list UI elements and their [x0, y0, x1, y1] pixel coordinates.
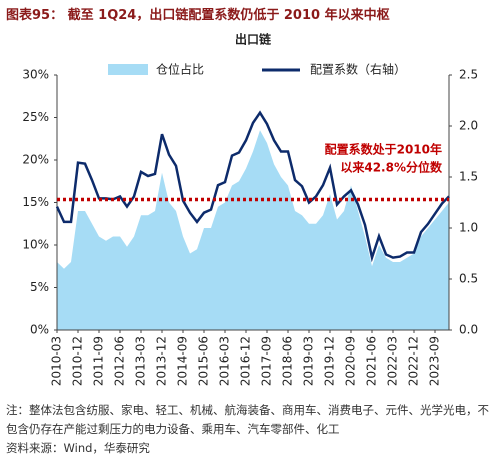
y-tick-label: 10% — [22, 238, 49, 252]
area — [57, 130, 449, 330]
x-tick-label: 2014-09 — [176, 336, 190, 386]
x-tick-label: 2022-12 — [407, 336, 421, 386]
x-tick-label: 2011-09 — [92, 336, 106, 386]
y-tick-label: 0% — [30, 323, 49, 337]
x-tick-label: 2016-12 — [239, 336, 253, 386]
x-tick-label: 2010-03 — [50, 336, 64, 386]
y-tick-label: 15% — [22, 195, 49, 209]
y2-tick-label: 0.0 — [459, 323, 478, 337]
x-tick-label: 2013-12 — [155, 336, 169, 386]
y-tick-label: 25% — [22, 110, 49, 124]
legend-label: 仓位占比 — [156, 62, 204, 77]
x-tick-label: 2012-06 — [113, 336, 127, 386]
legend-swatch — [108, 64, 148, 75]
y2-tick-label: 1.0 — [459, 221, 478, 235]
chart-subtitle: 出口链 — [235, 32, 272, 47]
x-tick-label: 2019-12 — [323, 336, 337, 386]
source: 资料来源：Wind，华泰研究 — [6, 441, 150, 455]
line — [55, 110, 450, 263]
y2-tick-label: 1.5 — [459, 170, 478, 184]
x-tick-label: 2013-03 — [134, 336, 148, 386]
x-tick-label: 2015-06 — [197, 336, 211, 386]
x-tick-label: 2016-03 — [218, 336, 232, 386]
y-tick-label: 20% — [22, 153, 49, 167]
title: 图表95： 截至 1Q24，出口链配置系数仍低于 2010 年以来中枢 — [6, 8, 390, 23]
y2-tick-label: 2.0 — [459, 119, 478, 133]
y2-tick-label: 0.5 — [459, 272, 478, 286]
annotation: 以来42.8%分位数 — [340, 160, 443, 175]
x-tick-label: 2019-03 — [302, 336, 316, 386]
x-tick-label: 2017-09 — [260, 336, 274, 386]
y-tick-label: 30% — [22, 68, 49, 82]
x-tick-label: 2023-09 — [428, 336, 442, 386]
x-tick-label: 2020-09 — [344, 336, 358, 386]
x-tick-label: 2010-12 — [71, 336, 85, 386]
note: 注：整体法包含纺服、家电、轻工、机械、航海装备、商用车、消费电子、元件、光学光电… — [6, 403, 489, 436]
chart: 出口链 仓位占比 配置系数（右轴） 0% 5% 10% 15% 20% 25% 30% 0.0 0.… — [22, 32, 478, 387]
y2-tick-label: 2.5 — [459, 68, 478, 82]
annotation: 配置系数处于2010年 — [325, 142, 442, 157]
x-tick-label: 2018-06 — [281, 336, 295, 386]
x-tick-label: 2021-06 — [365, 336, 379, 386]
x-tick-label: 2022-03 — [386, 336, 400, 386]
y-tick-label: 5% — [30, 280, 49, 294]
legend-label: 配置系数（右轴） — [310, 62, 406, 77]
notes: 注：整体法包含纺服、家电、轻工、机械、航海装备、商用车、消费电子、元件、光学光电… — [6, 401, 498, 458]
